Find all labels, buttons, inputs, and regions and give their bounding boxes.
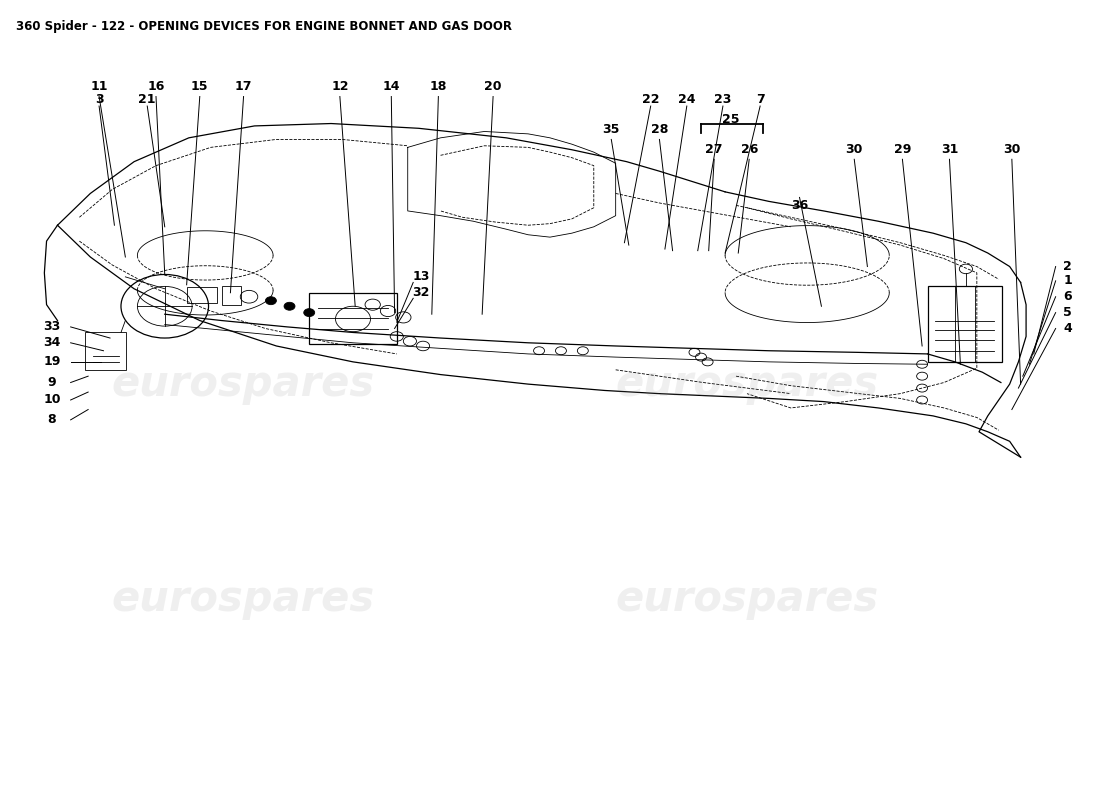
Text: 15: 15	[191, 80, 209, 93]
Text: 35: 35	[603, 123, 620, 136]
Circle shape	[304, 309, 315, 317]
Text: eurospares: eurospares	[112, 363, 375, 405]
Text: 12: 12	[331, 80, 349, 93]
Circle shape	[265, 297, 276, 305]
Circle shape	[284, 302, 295, 310]
Text: 16: 16	[147, 80, 165, 93]
Text: 30: 30	[846, 143, 862, 156]
Text: 19: 19	[43, 355, 60, 368]
Text: 34: 34	[43, 336, 60, 350]
Text: 10: 10	[43, 394, 60, 406]
Bar	[222, 286, 241, 305]
Text: 5: 5	[1064, 306, 1072, 319]
Text: 33: 33	[43, 321, 60, 334]
Text: 9: 9	[47, 376, 56, 389]
Bar	[927, 286, 1002, 362]
Bar	[187, 287, 218, 303]
Text: 4: 4	[1064, 322, 1072, 335]
Text: 18: 18	[430, 80, 447, 93]
Text: 36: 36	[791, 199, 808, 212]
Text: 8: 8	[47, 414, 56, 426]
Text: 24: 24	[678, 93, 695, 106]
Text: 23: 23	[714, 93, 732, 106]
Text: 28: 28	[651, 123, 668, 136]
Text: 360 Spider - 122 - OPENING DEVICES FOR ENGINE BONNET AND GAS DOOR: 360 Spider - 122 - OPENING DEVICES FOR E…	[15, 20, 512, 34]
Text: 11: 11	[90, 80, 108, 93]
Text: 1: 1	[1064, 274, 1072, 287]
Text: 14: 14	[383, 80, 400, 93]
Text: 6: 6	[1064, 290, 1072, 303]
Text: 31: 31	[940, 143, 958, 156]
Text: 26: 26	[740, 143, 758, 156]
Text: 30: 30	[1003, 143, 1021, 156]
Bar	[309, 293, 397, 344]
Text: eurospares: eurospares	[615, 363, 879, 405]
Text: 21: 21	[139, 93, 156, 106]
Text: 13: 13	[412, 270, 429, 283]
Text: eurospares: eurospares	[112, 578, 375, 620]
Text: 22: 22	[642, 93, 659, 106]
Text: 32: 32	[412, 286, 429, 299]
Text: 20: 20	[484, 80, 502, 93]
Text: 2: 2	[1064, 260, 1072, 273]
Text: 27: 27	[705, 143, 723, 156]
Bar	[85, 332, 126, 370]
Text: eurospares: eurospares	[615, 578, 879, 620]
Text: 29: 29	[893, 143, 911, 156]
Text: 17: 17	[234, 80, 252, 93]
Text: 3: 3	[95, 93, 103, 106]
Text: 25: 25	[722, 113, 739, 126]
Text: 7: 7	[756, 93, 764, 106]
